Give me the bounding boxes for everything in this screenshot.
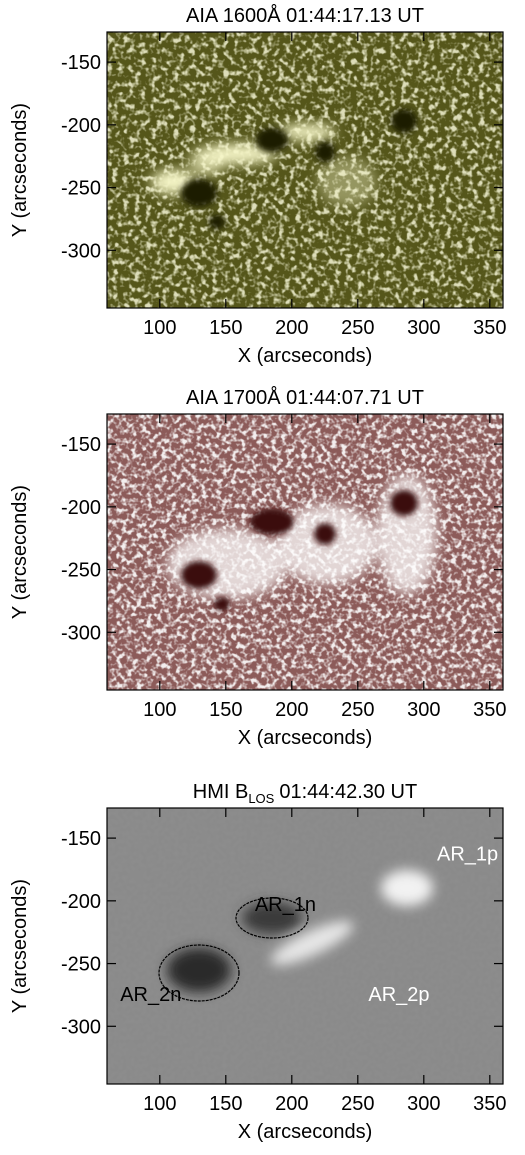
y-tick-label: -200 — [61, 115, 101, 137]
y-tick-label: -150 — [61, 828, 101, 850]
x-tick-label: 300 — [407, 699, 440, 721]
region-label: AR_2n — [120, 984, 181, 1006]
x-tick-label: 200 — [275, 317, 308, 339]
title-subscript: LOS — [248, 791, 274, 806]
y-tick-label: -150 — [61, 434, 101, 456]
x-tick-label: 300 — [407, 317, 440, 339]
title-text: HMI B — [193, 781, 249, 803]
x-tick-label: 150 — [209, 317, 242, 339]
plot-frame — [106, 31, 504, 309]
y-axis-label: Y (arcseconds) — [9, 879, 31, 1013]
y-tick-label: -250 — [61, 178, 101, 200]
panel-title: AIA 1700Å 01:44:07.71 UT — [186, 386, 424, 409]
panel-title: AIA 1600Å 01:44:17.13 UT — [186, 4, 424, 27]
y-tick-label: -250 — [61, 954, 101, 976]
x-tick-label: 300 — [407, 1093, 440, 1115]
panel-title: HMI BLOS 01:44:42.30 UT — [193, 781, 417, 806]
x-tick-label: 150 — [209, 1093, 242, 1115]
image-1600 — [107, 32, 503, 308]
y-axis-label: Y (arcseconds) — [9, 485, 31, 619]
y-tick-label: -200 — [61, 891, 101, 913]
title-text: AIA 1600Å 01:44:17.13 UT — [186, 4, 424, 27]
y-tick-label: -200 — [61, 497, 101, 519]
axes: AIA 1700Å 01:44:07.71 UT 100 150 200 250 300 3… — [9, 386, 506, 749]
x-tick-label: 350 — [473, 699, 506, 721]
x-tick-label: 150 — [209, 699, 242, 721]
y-tick-label: -300 — [61, 1016, 101, 1038]
region-label: AR_2p — [368, 984, 429, 1006]
title-rest: 01:44:42.30 UT — [279, 781, 417, 803]
x-axis-label: X (arcseconds) — [238, 727, 373, 749]
image-1700 — [107, 414, 503, 690]
x-tick-label: 200 — [275, 699, 308, 721]
plot-frame — [106, 413, 504, 691]
x-tick-label: 350 — [473, 1093, 506, 1115]
x-tick-label: 100 — [143, 317, 176, 339]
region-label: AR_1p — [437, 844, 498, 866]
x-tick-label: 350 — [473, 317, 506, 339]
x-tick-label: 100 — [143, 1093, 176, 1115]
y-axis-label: Y (arcseconds) — [9, 103, 31, 237]
title-text: AIA 1700Å 01:44:07.71 UT — [186, 386, 424, 409]
x-axis-label: X (arcseconds) — [238, 345, 373, 367]
x-tick-label: 250 — [341, 699, 374, 721]
x-axis-label: X (arcseconds) — [238, 1121, 373, 1143]
y-tick-label: -300 — [61, 240, 101, 262]
region-label: AR_1n — [255, 894, 316, 916]
x-tick-label: 200 — [275, 1093, 308, 1115]
axes: HMI BLOS 01:44:42.30 UT 100 150 200 250 300 350… — [9, 781, 506, 1143]
x-tick-label: 100 — [143, 699, 176, 721]
y-tick-label: -150 — [61, 52, 101, 74]
image-hmi — [107, 808, 503, 1084]
axes: AIA 1600Å 01:44:17.13 UT 100 150 200 250 300 3… — [9, 4, 506, 367]
plot-frame — [106, 807, 504, 1085]
x-tick-label: 250 — [341, 317, 374, 339]
y-tick-label: -250 — [61, 560, 101, 582]
y-tick-label: -300 — [61, 622, 101, 644]
x-tick-label: 250 — [341, 1093, 374, 1115]
